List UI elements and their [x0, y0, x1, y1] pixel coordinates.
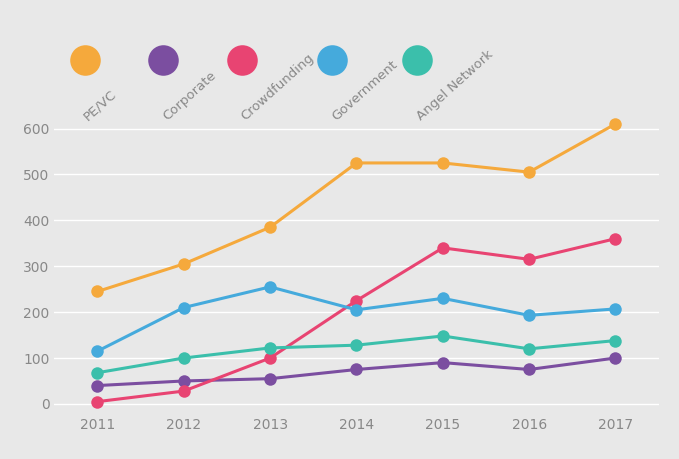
- Text: Crowdfunding: Crowdfunding: [238, 51, 316, 123]
- Text: Government: Government: [329, 58, 400, 123]
- Text: Angel Network: Angel Network: [414, 48, 495, 123]
- Text: PE/VC: PE/VC: [81, 87, 120, 123]
- Text: Corporate: Corporate: [160, 69, 218, 123]
